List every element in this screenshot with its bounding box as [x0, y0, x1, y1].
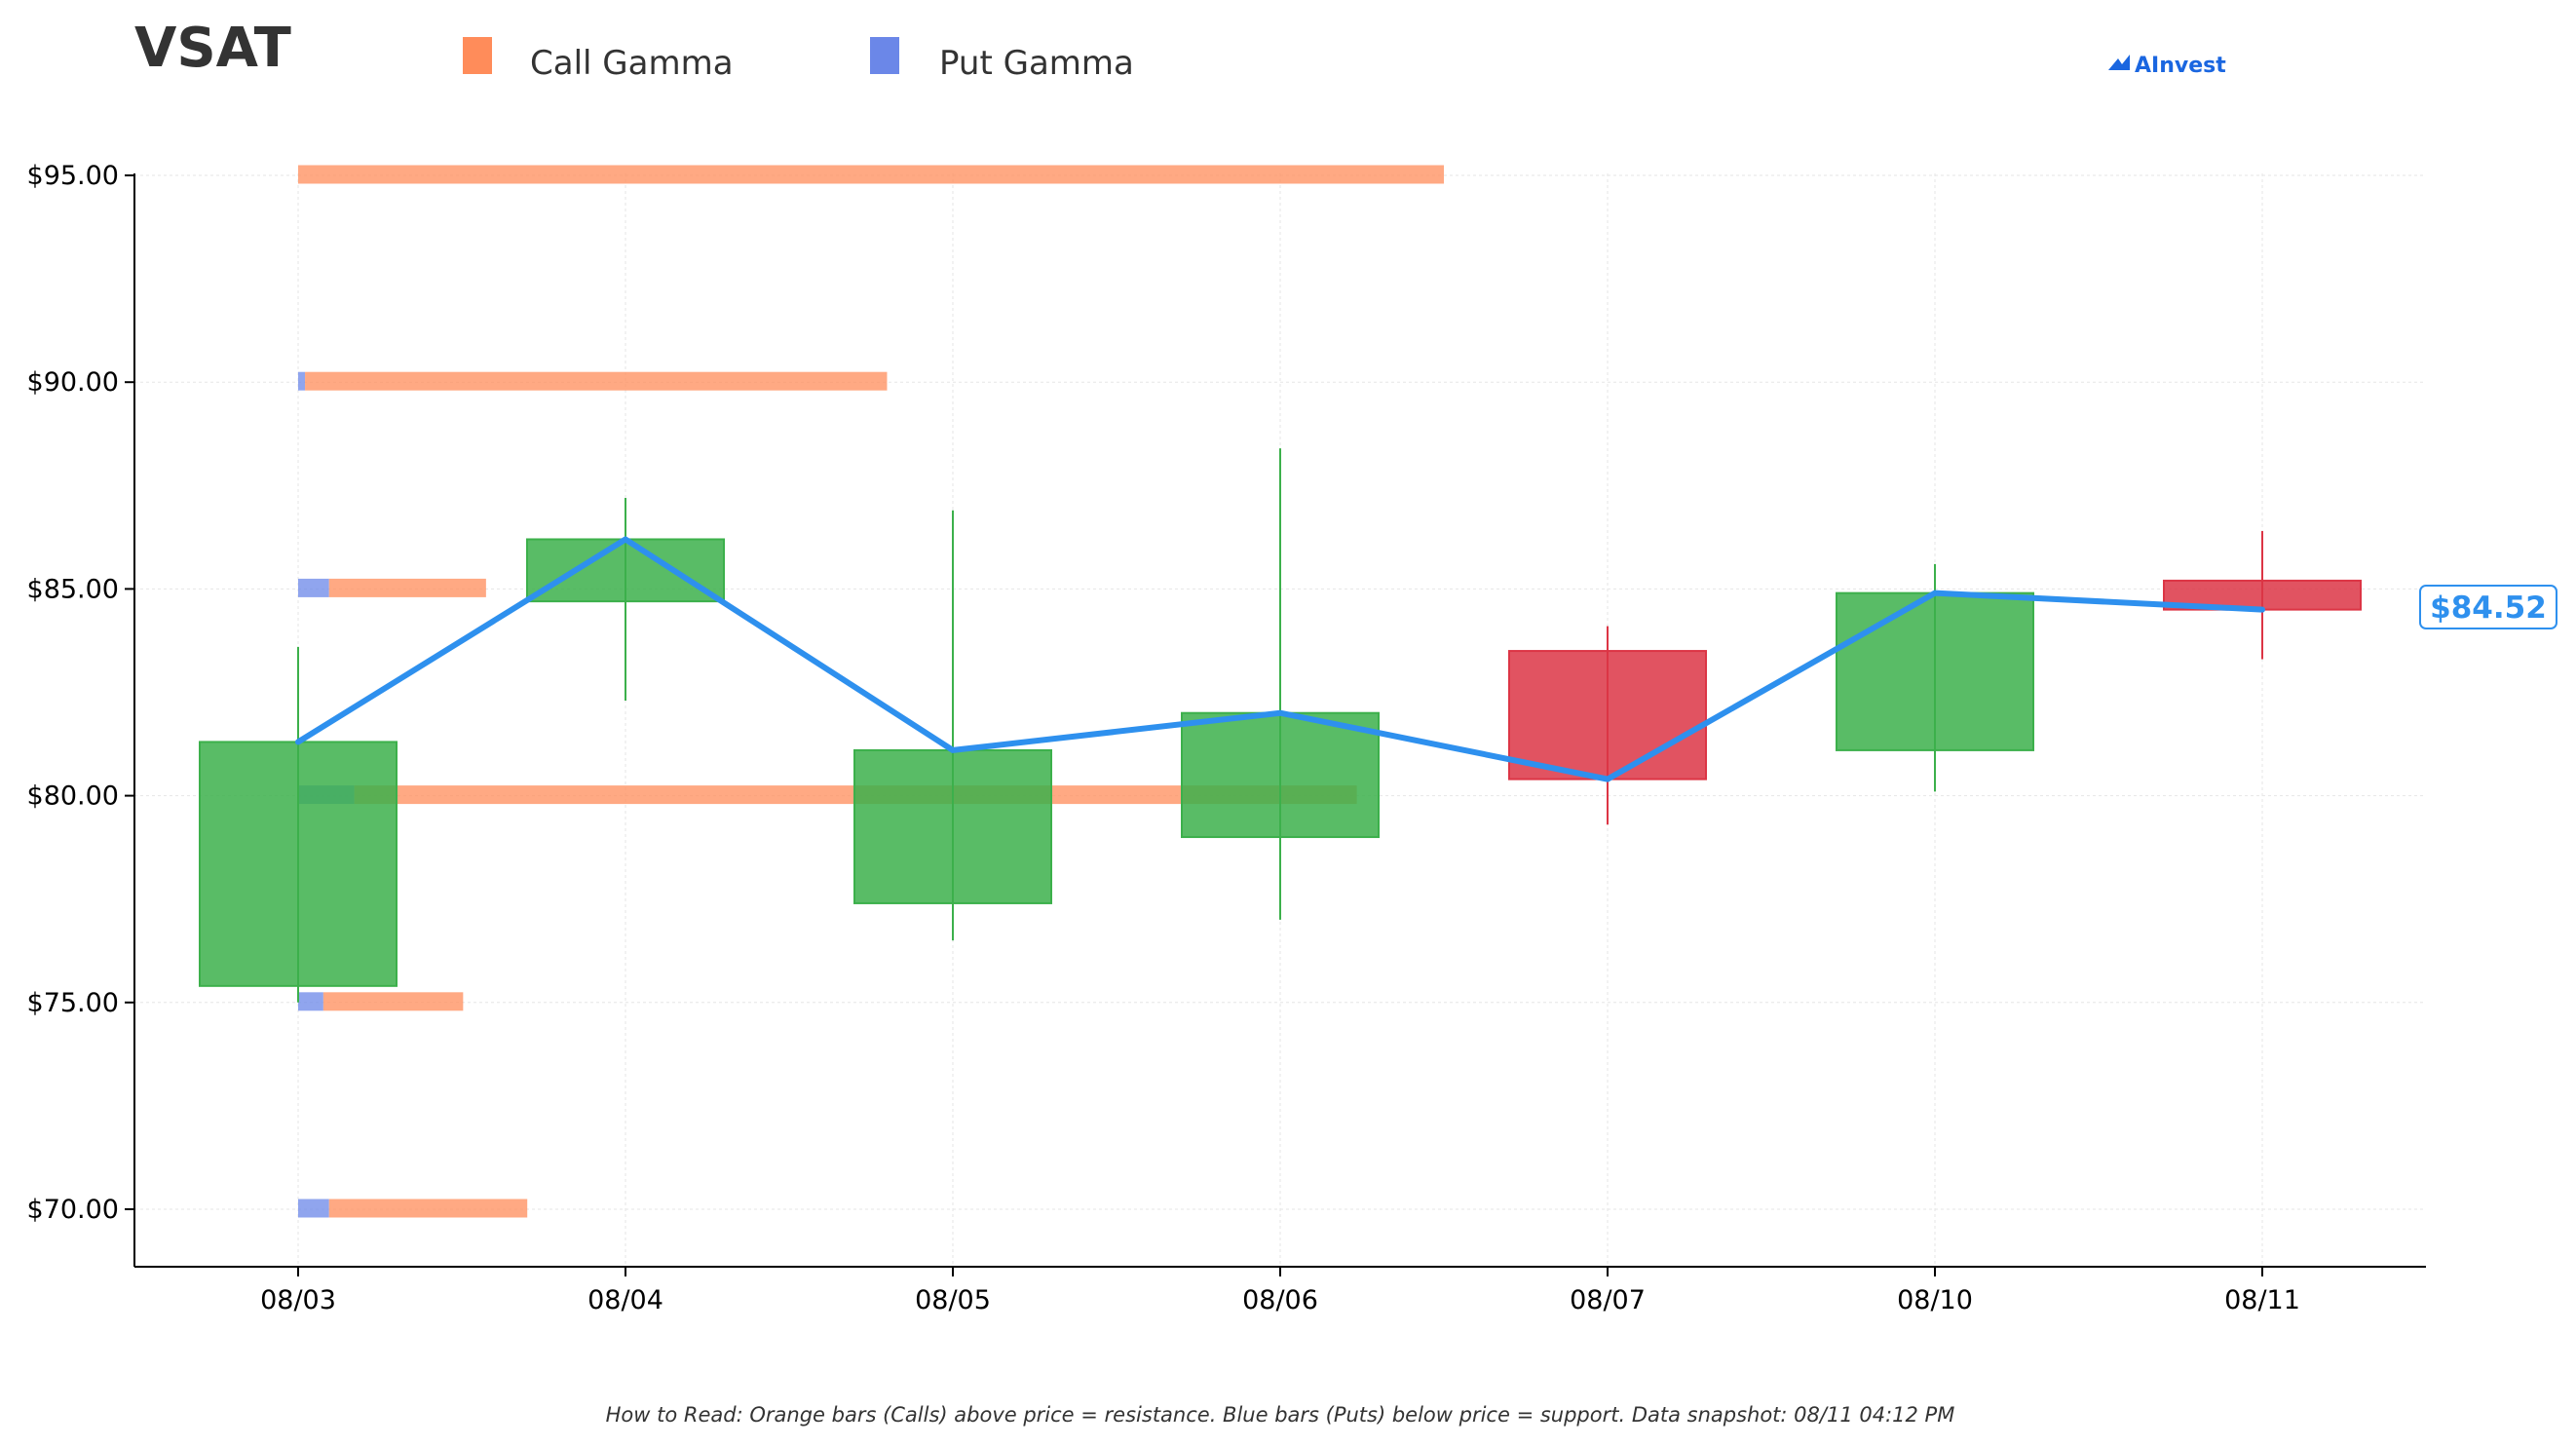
put-gamma-legend-label: Put Gamma [939, 44, 1134, 83]
y-tick-label: $95.00 [27, 161, 119, 191]
candle-body [526, 538, 725, 603]
price-line-layer [295, 536, 2265, 782]
call-gamma-bar [328, 1199, 528, 1218]
put-gamma-swatch [870, 37, 899, 74]
last-price-badge: $84.52 [2419, 585, 2557, 629]
last-price-label: $84.52 [2430, 590, 2547, 626]
candle-body [853, 748, 1052, 904]
brand-logo: AInvest [2108, 54, 2226, 78]
call-gamma-bar [328, 578, 486, 597]
put-gamma-bar [298, 1199, 329, 1218]
price-line [295, 536, 2265, 782]
candle-body [1508, 650, 1707, 781]
put-gamma-bar [298, 992, 323, 1011]
y-tick-label: $70.00 [27, 1195, 119, 1225]
y-tick-label: $85.00 [27, 574, 119, 604]
brand-chart-icon [2108, 55, 2130, 70]
gamma-bars [298, 165, 1444, 1218]
x-tick-label: 08/03 [260, 1285, 336, 1315]
put-gamma-bar [298, 371, 306, 391]
ticker-title: VSAT [134, 17, 291, 80]
call-gamma-bar [298, 165, 1444, 184]
x-tick-label: 08/05 [915, 1285, 991, 1315]
last-price-box [2419, 585, 2557, 629]
y-tick-label: $80.00 [27, 781, 119, 812]
x-tick-label: 08/06 [1242, 1285, 1318, 1315]
y-tick-label: $90.00 [27, 367, 119, 398]
call-gamma-bar [322, 992, 464, 1011]
x-tick-label: 08/11 [2224, 1285, 2300, 1315]
candle-body [1836, 591, 2034, 751]
brand-name: AInvest [2135, 54, 2226, 78]
x-tick-label: 08/10 [1897, 1285, 1973, 1315]
x-tick-label: 08/07 [1570, 1285, 1646, 1315]
candle-body [1181, 711, 1380, 839]
y-axis-ticks: $70.00 $75.00 $80.00 $85.00 $90.00 $95.00 [27, 161, 134, 1225]
y-tick-label: $75.00 [27, 988, 119, 1018]
how-to-read-footnote: How to Read: Orange bars (Calls) above p… [606, 1403, 1955, 1427]
put-gamma-bar [298, 578, 329, 597]
x-axis-ticks: 08/03 08/04 08/05 08/06 08/07 08/10 08/11 [260, 1267, 2300, 1315]
call-gamma-bar [305, 371, 888, 391]
x-tick-label: 08/04 [587, 1285, 663, 1315]
candle-body [199, 741, 398, 987]
legend: Call Gamma Put Gamma [463, 37, 1134, 83]
call-gamma-legend-label: Call Gamma [530, 44, 734, 83]
call-gamma-swatch [463, 37, 492, 74]
